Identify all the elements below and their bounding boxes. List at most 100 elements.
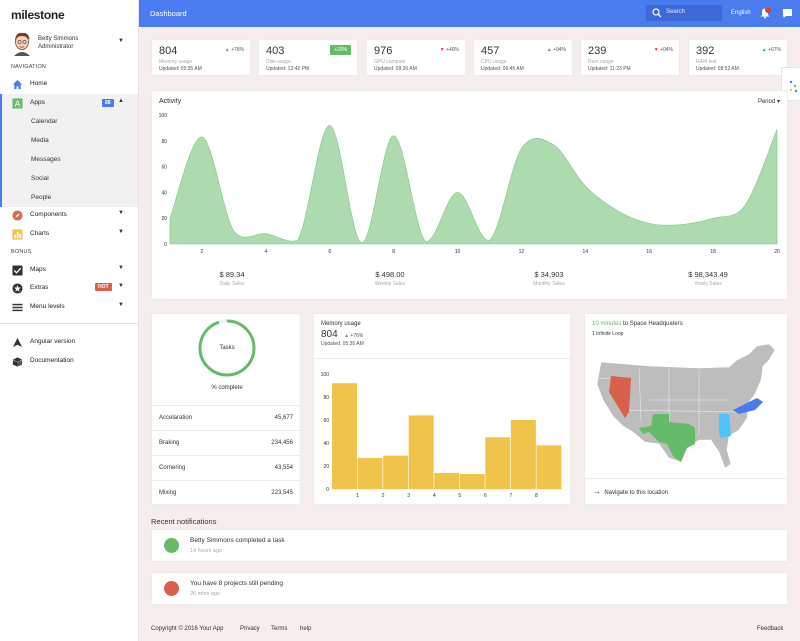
memory-delta-text: +76% xyxy=(350,333,364,339)
sidebar-item-label: Apps xyxy=(30,99,45,106)
task-value: 45,677 xyxy=(274,415,293,421)
y-tick-label: 80 xyxy=(161,139,167,145)
memory-bar xyxy=(408,415,434,489)
us-map[interactable] xyxy=(589,340,785,475)
sidebar-item-components[interactable]: Components ▼ xyxy=(0,206,138,224)
sidebar-item-maps[interactable]: Maps ▼ xyxy=(0,261,138,279)
trend-up-icon: ▲ xyxy=(224,47,230,53)
notification-time: 26 mins ago xyxy=(190,591,220,597)
task-value: 43,554 xyxy=(274,465,293,471)
avatar xyxy=(14,32,30,56)
notification-item[interactable]: You have 8 projects still pending 26 min… xyxy=(151,572,788,605)
task-value: 234,456 xyxy=(271,440,293,446)
stat-card: 239 ▼ +04% Ram usage Updated: 11:23 PM xyxy=(580,39,680,76)
x-tick-label: 18 xyxy=(710,249,716,255)
angular-icon xyxy=(12,337,23,348)
sidebar-subitem-calendar[interactable]: Calendar xyxy=(0,112,138,131)
trend-down-icon: ▼ xyxy=(653,47,659,53)
sidebar-subitem-label: Calendar xyxy=(31,118,58,125)
x-tick-label: 6 xyxy=(484,493,487,499)
sidebar-item-menu-levels[interactable]: Menu levels ▼ xyxy=(0,298,138,316)
sidebar-item-apps[interactable]: A Apps 88 ▲ xyxy=(0,94,138,112)
x-tick-label: 7 xyxy=(509,493,512,499)
sales-amount: $ 89.34 xyxy=(219,270,245,279)
navigate-label: Navigate to this location xyxy=(604,490,669,496)
chat-icon[interactable] xyxy=(782,8,793,19)
sidebar-subitem-media[interactable]: Media xyxy=(0,131,138,150)
stat-name: Memory usage xyxy=(159,59,193,65)
divider xyxy=(585,478,787,479)
footer-link-privacy[interactable]: Privacy xyxy=(240,626,260,632)
map-title-rest: to Space Headquaters xyxy=(621,321,683,327)
chevron-down-icon[interactable]: ▼ xyxy=(118,38,124,44)
chevron-down-icon[interactable]: ▼ xyxy=(118,265,124,271)
sidebar-subitem-people[interactable]: People xyxy=(0,188,138,207)
map-check-icon xyxy=(12,265,23,276)
chevron-down-icon[interactable]: ▼ xyxy=(118,210,124,216)
navigate-link[interactable]: → Navigate to this location xyxy=(593,487,668,496)
sidebar-item-home[interactable]: Home xyxy=(0,75,138,93)
memory-bar xyxy=(383,455,409,489)
sidebar-item-angular[interactable]: Angular version xyxy=(0,333,138,351)
stat-delta: ▼ +40% xyxy=(440,47,459,53)
chevron-up-icon[interactable]: ▲ xyxy=(118,98,124,104)
menu-icon xyxy=(12,303,23,312)
map-subtitle: 1 Infinite Loop xyxy=(592,331,624,337)
task-label: Cornering xyxy=(159,465,186,471)
stat-card: 976 ▼ +40% GPU compute Updated: 09:26 AM xyxy=(366,39,466,76)
stat-delta-text: +76% xyxy=(231,47,244,53)
stat-delta: ▲ +67% xyxy=(762,47,781,53)
sidebar: milestone Betty Simmons Administrator ▼ … xyxy=(0,0,139,641)
sidebar-item-documentation[interactable]: Documentation xyxy=(0,352,138,370)
sidebar-subitem-messages[interactable]: Messages xyxy=(0,150,138,169)
task-row: Cornering 43,554 xyxy=(152,455,300,480)
chevron-down-icon[interactable]: ▼ xyxy=(118,229,124,235)
footer-link-help[interactable]: help xyxy=(300,626,312,632)
footer-link-terms[interactable]: Terms xyxy=(271,626,288,632)
user-name: Betty Simmons xyxy=(38,36,79,42)
stat-card: 804 ▲ +76% Memory usage Updated: 05:35 AM xyxy=(151,39,251,76)
feedback-link[interactable]: Feedback xyxy=(757,626,784,632)
stat-value: 403 xyxy=(266,45,285,57)
sales-label: Monthly Sales xyxy=(533,281,565,287)
tasks-caption: % complete xyxy=(211,385,243,391)
sales-amount: $ 34,903 xyxy=(534,270,564,279)
task-label: Mixing xyxy=(159,490,177,496)
user-profile[interactable]: Betty Simmons Administrator ▼ xyxy=(11,30,131,58)
memory-bar xyxy=(510,420,536,489)
chevron-down-icon[interactable]: ▼ xyxy=(118,283,124,289)
app-logo[interactable]: milestone xyxy=(11,8,65,22)
x-tick-label: 12 xyxy=(519,249,525,255)
stat-name: Ram usage xyxy=(588,59,614,65)
sidebar-item-extras[interactable]: Extras HOT ▼ xyxy=(0,279,138,297)
task-value: 223,545 xyxy=(271,490,293,496)
memory-value: 804 xyxy=(321,329,338,340)
sidebar-subitem-social[interactable]: Social xyxy=(0,169,138,188)
us-map-base xyxy=(596,343,776,469)
stat-updated: Updated: 12:42 PM xyxy=(266,66,310,72)
sidebar-item-label: Charts xyxy=(30,230,50,237)
home-icon xyxy=(12,79,23,90)
memory-bar xyxy=(357,457,383,489)
map-title-highlight: 10 minutes xyxy=(592,321,622,327)
chevron-down-icon[interactable]: ▼ xyxy=(118,302,124,308)
notification-item[interactable]: Betty Simmons completed a task 14 hours … xyxy=(151,529,788,562)
trend-down-icon: ▼ xyxy=(439,47,445,53)
stat-card: 403 +20% Disk usage Updated: 12:42 PM xyxy=(258,39,358,76)
x-tick-label: 10 xyxy=(455,249,461,255)
memory-updated: Updated: 05:35 AM xyxy=(321,341,364,347)
sidebar-item-label: Angular version xyxy=(30,338,76,345)
sidebar-item-label: Components xyxy=(30,211,67,218)
stat-card: 457 ▲ +94% CPU usage Updated: 06:45 AM xyxy=(473,39,573,76)
y-tick-label: 60 xyxy=(161,165,167,171)
stat-updated: Updated: 09:26 AM xyxy=(374,66,417,72)
search-input[interactable]: Search xyxy=(646,5,722,21)
sidebar-item-charts[interactable]: Charts ▼ xyxy=(0,225,138,243)
stat-delta-pill: +20% xyxy=(330,45,351,55)
stat-name: RAM test xyxy=(696,59,717,65)
memory-bar-chart: 0 20 40 60 80 100 1 2 3 4 5 6 7 8 xyxy=(321,372,562,499)
period-dropdown[interactable]: Period ▾ xyxy=(757,99,780,105)
apps-icon: A xyxy=(12,98,23,109)
search-placeholder: Search xyxy=(666,9,686,15)
language-selector[interactable]: English xyxy=(731,10,751,16)
